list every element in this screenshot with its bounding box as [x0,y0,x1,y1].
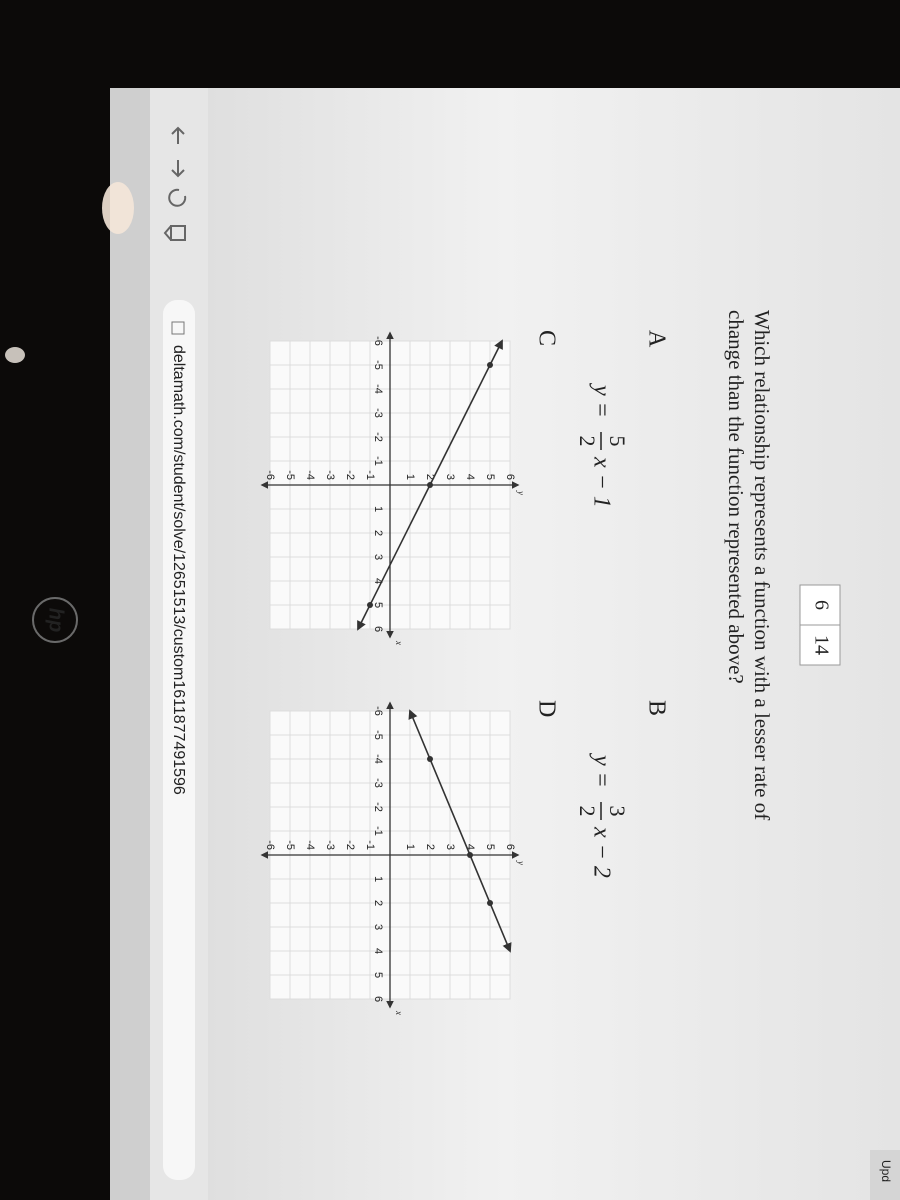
equation-numerator: 3 [605,806,630,817]
y-tick-label: 6 [504,474,516,480]
home-button[interactable] [163,225,186,241]
x-tick-label: -3 [372,778,384,788]
x-tick-label: 6 [372,626,384,632]
glare [5,347,25,363]
y-tick-label: 1 [404,474,416,480]
update-button[interactable] [870,1150,900,1200]
x-axis-label: x [394,1010,404,1015]
reload-button[interactable] [168,188,187,207]
x-axis-label: x [394,640,404,645]
x-tick-label: 4 [372,948,384,954]
x-tick-label: 6 [372,996,384,1002]
x-tick-label: -2 [372,802,384,812]
counter-current: 6 [810,600,832,610]
x-tick-label: -2 [372,432,384,442]
point [367,602,373,608]
x-tick-label: -1 [372,456,384,466]
y-tick-label: 3 [444,474,456,480]
y-tick-label: -6 [264,470,276,480]
point [487,362,493,368]
x-tick-label: 3 [372,924,384,930]
x-tick-label: -5 [372,360,384,370]
x-tick-label: -5 [372,730,384,740]
y-tick-label: -4 [304,840,316,850]
x-tick-label: -3 [372,408,384,418]
nav-buttons [163,126,187,241]
x-tick-label: 2 [372,530,384,536]
point [487,900,493,906]
x-tick-label: -4 [372,384,384,394]
site-icon [171,321,185,335]
y-tick-label: 6 [504,844,516,850]
equation-rhs: x − 2 [588,826,614,878]
x-tick-label: 3 [372,554,384,560]
y-tick-label: -1 [364,470,376,480]
equation-denominator: 2 [575,436,600,447]
option-label: B [643,700,669,716]
equation-lhs: y = [588,383,614,418]
x-tick-label: 5 [372,602,384,608]
y-tick-label: -6 [264,840,276,850]
y-tick-label: 5 [484,844,496,850]
y-tick-label: -1 [364,840,376,850]
url: deltamath.com/student/solve/12651513/cus… [170,345,187,795]
y-tick-label: -5 [284,470,296,480]
screen [110,88,900,1200]
y-tick-label: -4 [304,470,316,480]
y-axis-label: y [516,490,526,495]
x-tick-label: 2 [372,900,384,906]
x-tick-label: -1 [372,826,384,836]
function-line [408,709,512,953]
x-tick-label: 5 [372,972,384,978]
glare [102,182,134,234]
point [467,852,473,858]
logo-ring [32,597,78,643]
question-line: change than the function represented abo… [724,310,748,684]
y-tick-label: 2 [424,844,436,850]
logo: hp [45,608,67,632]
option-label: D [533,700,559,717]
y-tick-label: -2 [344,470,356,480]
x-tick-label: -4 [372,754,384,764]
x-tick-label: 1 [372,506,384,512]
equation-denominator: 2 [575,806,600,817]
update-label: Upd [879,1160,893,1182]
forward-button[interactable] [171,160,185,178]
equation-rhs: x − 1 [588,456,614,508]
point [427,756,433,762]
counter-total: 14 [810,635,832,655]
equation: y = 32 x − 2 [575,753,630,878]
x-tick-label: -6 [372,336,384,346]
y-axis-label: y [516,860,526,865]
option-label: A [643,330,669,348]
back-button[interactable] [171,126,185,144]
address-bar[interactable] [163,300,195,1180]
y-tick-label: -2 [344,840,356,850]
equation-lhs: y = [588,753,614,788]
x-tick-label: -6 [372,706,384,716]
y-tick-label: -3 [324,840,336,850]
point [427,482,433,488]
option-label: C [533,330,559,346]
equation-numerator: 5 [605,436,630,447]
y-tick-label: 5 [484,474,496,480]
x-tick-label: 1 [372,876,384,882]
tab-strip [110,88,150,1200]
y-tick-label: -3 [324,470,336,480]
equation: y = 52 x − 1 [575,383,630,508]
y-tick-label: -5 [284,840,296,850]
y-tick-label: 1 [404,844,416,850]
y-tick-label: 3 [444,844,456,850]
question-line: Which relationship represents a function… [750,310,774,820]
y-tick-label: 4 [464,474,476,480]
